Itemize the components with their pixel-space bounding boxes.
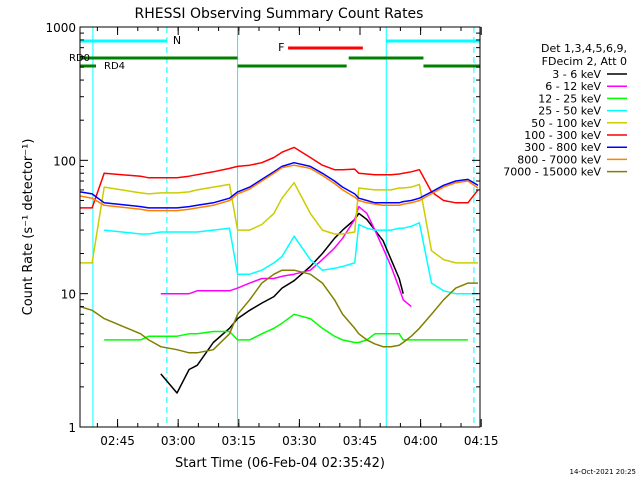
legend-header-line-2: FDecim 2, Att 0: [542, 55, 627, 68]
chart-title: RHESSI Observing Summary Count Rates: [135, 6, 424, 22]
series-line-8: [80, 269, 478, 354]
legend-entry-label: 50 - 100 keV: [531, 117, 601, 130]
y-tick-label: 10: [61, 288, 76, 302]
rd0-label: RD0: [69, 53, 90, 64]
y-axis-label: Count Rate (s⁻¹ detector⁻¹): [21, 139, 36, 316]
series-line-3: [104, 222, 478, 295]
legend-entry-label: 6 - 12 keV: [545, 80, 601, 93]
legend-entry-label: 300 - 800 keV: [524, 141, 601, 154]
legend-entry-label: 800 - 7000 keV: [517, 153, 601, 166]
x-tick-label: 03:00: [161, 434, 196, 448]
series-line-2: [104, 313, 468, 344]
x-tick-label: 02:45: [100, 434, 135, 448]
series-line-6: [80, 161, 479, 209]
legend-entry-label: 12 - 25 keV: [538, 92, 601, 105]
series-line-5: [80, 146, 479, 209]
y-tick-label: 1: [68, 421, 76, 435]
rd4-label: RD4: [104, 61, 125, 72]
legend-header-line-1: Det 1,3,4,5,6,9,: [541, 42, 627, 55]
legend-entry-label: 3 - 6 keV: [552, 68, 601, 81]
flare-label: F: [278, 41, 284, 54]
x-tick-label: 03:30: [282, 434, 317, 448]
x-tick-label: 04:15: [464, 434, 499, 448]
y-tick-label: 100: [53, 154, 76, 168]
plot-frame: [79, 26, 481, 428]
x-tick-label: 03:45: [343, 434, 378, 448]
legend-entry-label: 25 - 50 keV: [538, 105, 601, 118]
series-line-1: [160, 205, 412, 308]
legend-entry-label: 100 - 300 keV: [524, 129, 601, 142]
legend-entry-label: 7000 - 15000 keV: [503, 166, 601, 179]
x-tick-label: 04:00: [403, 434, 438, 448]
x-axis-label: Start Time (06-Feb-04 02:35:42): [175, 456, 385, 471]
series-line-7: [80, 164, 479, 212]
y-tick-label: 1000: [45, 21, 76, 35]
night-label: N: [173, 34, 181, 47]
series-line-4: [80, 181, 478, 264]
footer-date: 14-Oct-2021 20:25: [570, 468, 636, 476]
legend: Det 1,3,4,5,6,9, FDecim 2, Att 0 3 - 6 k…: [503, 42, 627, 179]
x-tick-label: 03:15: [221, 434, 256, 448]
